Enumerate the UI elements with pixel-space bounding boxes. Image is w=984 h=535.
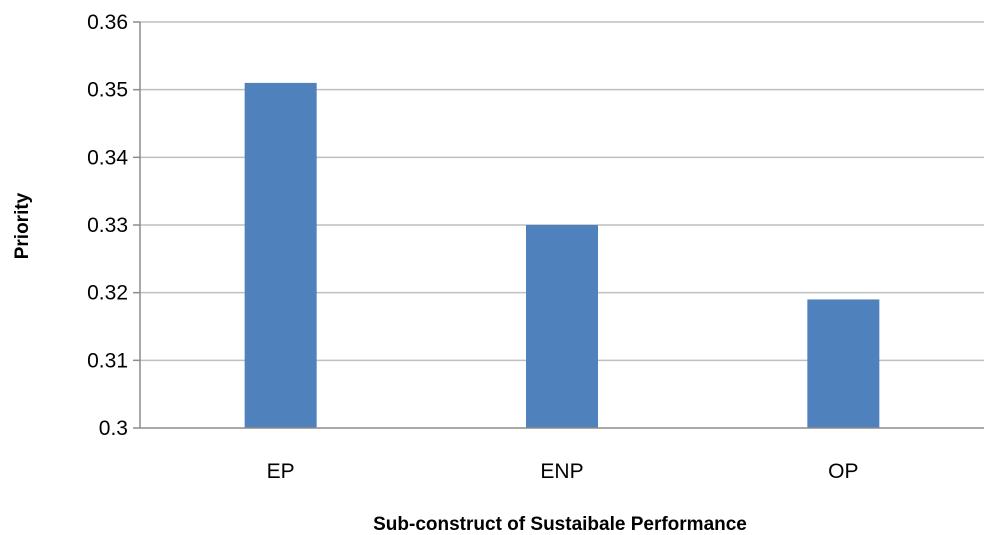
x-axis-title: Sub-construct of Sustaibale Performance <box>373 514 747 535</box>
y-tick-label: 0.32 <box>87 282 128 305</box>
x-tick-labels: EP ENP OP <box>267 460 859 483</box>
y-tick-labels: 0.3 0.31 0.32 0.33 0.34 0.35 0.36 <box>87 11 128 440</box>
y-tick-label: 0.33 <box>87 214 128 237</box>
y-tick-label: 0.34 <box>87 146 128 169</box>
y-axis-title: Priority <box>12 192 33 259</box>
bar-enp <box>526 225 598 428</box>
x-tick-label-ep: EP <box>267 460 295 483</box>
y-tick-label: 0.3 <box>99 417 128 440</box>
x-tick-label-op: OP <box>828 460 858 483</box>
y-tick-label: 0.36 <box>87 11 128 34</box>
y-tick-label: 0.31 <box>87 349 128 372</box>
axes <box>133 21 984 429</box>
x-tick-label-enp: ENP <box>540 460 583 483</box>
bars <box>244 82 880 429</box>
bar-op <box>807 299 880 428</box>
bar-ep <box>244 82 317 429</box>
y-tick-label: 0.35 <box>87 79 128 102</box>
